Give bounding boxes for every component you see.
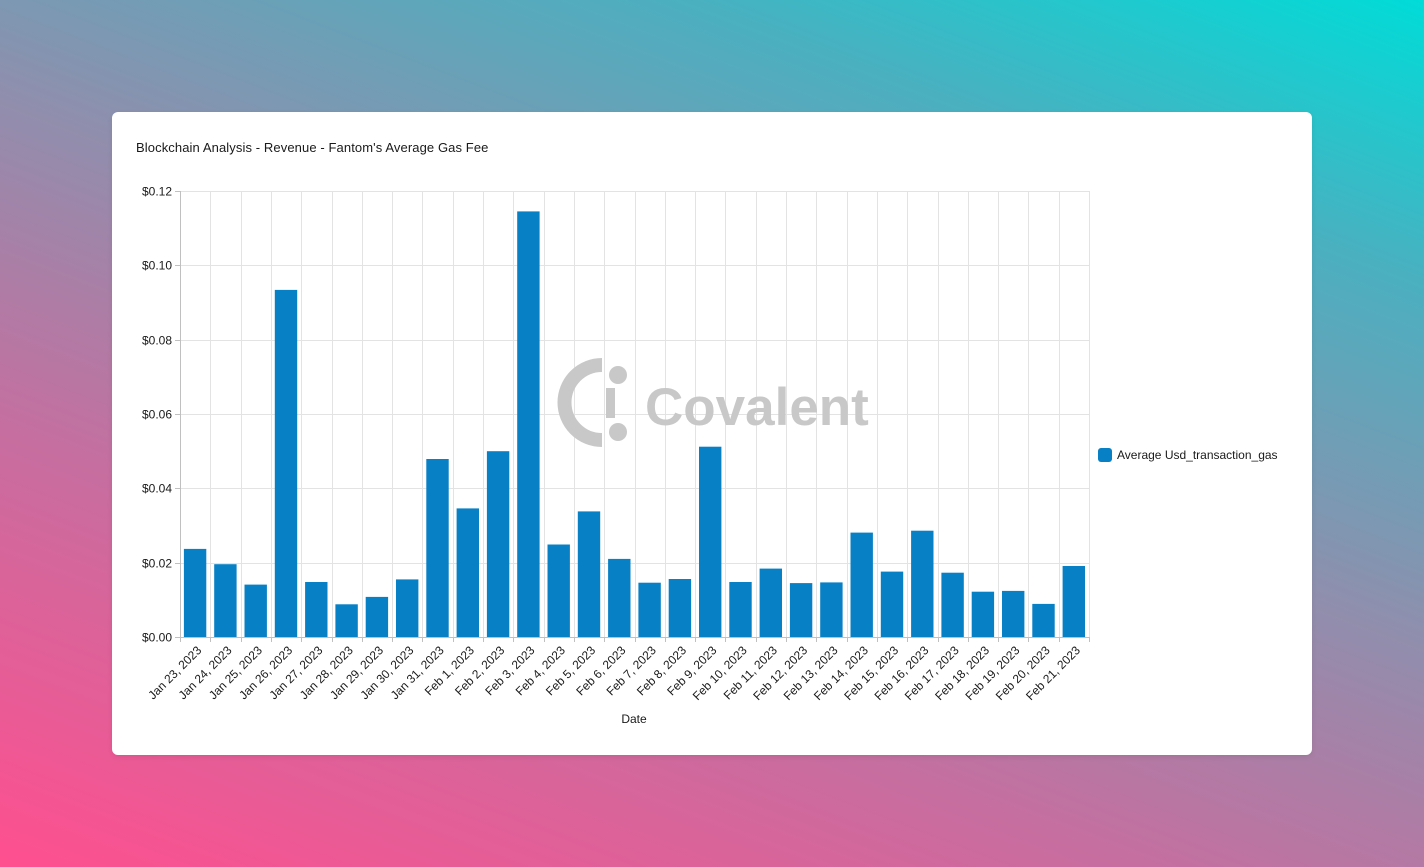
bar[interactable] (305, 582, 328, 637)
bar[interactable] (759, 568, 782, 637)
legend-swatch (1098, 448, 1112, 462)
covalent-logo-icon (557, 358, 627, 447)
legend-label: Average Usd_transaction_gas (1117, 448, 1278, 462)
bar[interactable] (183, 548, 207, 637)
chart-card: Blockchain Analysis - Revenue - Fantom's… (112, 112, 1312, 755)
bars (183, 211, 1085, 638)
bar[interactable] (850, 532, 873, 637)
y-tick-label: $0.08 (142, 334, 172, 348)
bar[interactable] (547, 544, 570, 638)
chart-title: Blockchain Analysis - Revenue - Fantom's… (136, 140, 489, 155)
bar[interactable] (729, 582, 752, 637)
bar[interactable] (365, 596, 389, 637)
watermark-text: Covalent (645, 378, 869, 437)
bar[interactable] (396, 579, 419, 637)
bar[interactable] (577, 511, 601, 637)
y-tick-label: $0.02 (142, 557, 172, 571)
chart-legend[interactable]: Average Usd_transaction_gas (1098, 448, 1278, 462)
bar[interactable] (456, 508, 479, 637)
bar-chart: Covalent $0.00 $0.02 $0.04 $0.06 $0.08 $0.10 $… (142, 185, 1090, 726)
bar[interactable] (244, 584, 267, 637)
bar[interactable] (699, 446, 722, 637)
bar[interactable] (335, 604, 358, 637)
covalent-watermark: Covalent (557, 358, 869, 447)
bar[interactable] (1062, 566, 1085, 637)
bar[interactable] (1032, 603, 1055, 637)
bar[interactable] (941, 572, 964, 637)
bar[interactable] (880, 571, 904, 637)
bar[interactable] (214, 564, 237, 637)
bar[interactable] (274, 289, 298, 637)
y-tick-label: $0.00 (142, 631, 172, 645)
y-tick-label: $0.06 (142, 408, 172, 422)
bar[interactable] (789, 583, 813, 637)
bar[interactable] (608, 558, 631, 637)
bar[interactable] (668, 579, 692, 637)
x-axis-title: Date (621, 712, 647, 726)
bar[interactable] (820, 582, 843, 637)
bar[interactable] (486, 451, 510, 637)
bar[interactable] (426, 459, 449, 637)
grid-lines (180, 191, 1090, 638)
bar[interactable] (638, 582, 661, 637)
y-tick-label: $0.04 (142, 482, 172, 496)
bar[interactable] (911, 530, 934, 637)
bar[interactable] (1002, 590, 1025, 637)
bar[interactable] (971, 591, 995, 637)
bar[interactable] (517, 211, 540, 637)
y-tick-label: $0.12 (142, 185, 172, 199)
y-tick-label: $0.10 (142, 259, 172, 273)
